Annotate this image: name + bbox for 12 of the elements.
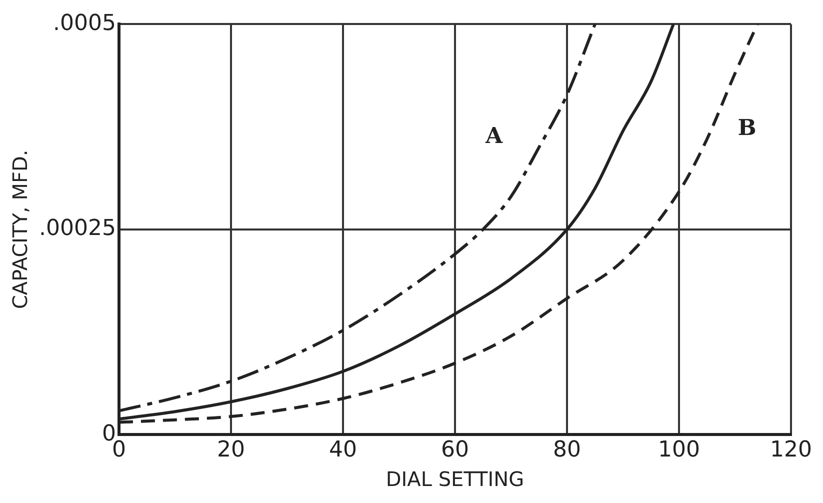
x-tick-label: 100 — [658, 438, 700, 463]
x-tick-label: 20 — [216, 438, 245, 463]
series-label: A — [484, 123, 504, 150]
y-tick-label: .00025 — [38, 216, 116, 242]
y-tick-label: .0005 — [52, 10, 116, 36]
x-tick-label: 120 — [770, 438, 812, 463]
x-tick-label: 40 — [328, 438, 357, 463]
x-axis-title: DIAL SETTING — [386, 467, 524, 492]
x-tick-label: 60 — [440, 438, 469, 463]
series-label: B — [738, 114, 756, 141]
x-tick-label: 80 — [552, 438, 581, 463]
y-axis-title: CAPACITY, MFD. — [8, 150, 32, 310]
